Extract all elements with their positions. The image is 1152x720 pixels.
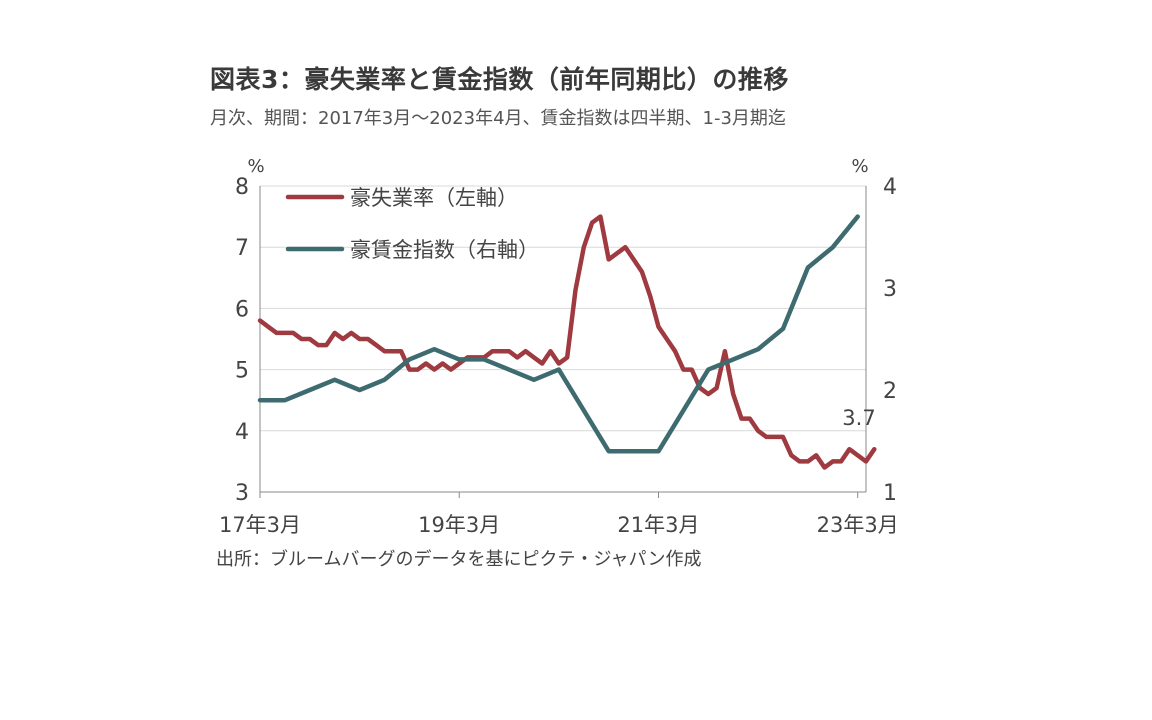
- chart-source: 出所：ブルームバーグのデータを基にピクテ・ジャパン作成: [216, 549, 702, 570]
- x-tick-label: 21年3月: [617, 513, 699, 537]
- gridlines: [260, 185, 866, 432]
- series-lines: [257, 214, 877, 470]
- right-tick-label: 2: [883, 379, 897, 404]
- right-axis-unit: %: [851, 156, 868, 177]
- left-tick-label: 6: [235, 297, 249, 322]
- right-tick-label: 1: [883, 481, 897, 506]
- axes: 3 4 5 6 7 8 1 2 3 4% % 17年3月 19年3月 21年3月 23年3月: [219, 156, 899, 537]
- left-tick-label: 4: [235, 420, 249, 445]
- x-tick-label: 17年3月: [219, 513, 301, 537]
- legend-label-1: 豪失業率（左軸）: [350, 186, 518, 210]
- left-tick-label: 7: [235, 236, 249, 261]
- left-tick-label: 3: [235, 481, 249, 506]
- left-tick-label: 5: [235, 359, 249, 384]
- x-tick-label: 19年3月: [418, 513, 500, 537]
- chart-title: 図表3：豪失業率と賃金指数（前年同期比）の推移: [210, 65, 789, 94]
- left-tick-label: 8: [235, 175, 249, 200]
- labels: 3.7: [842, 406, 875, 430]
- legend-label-2: 豪賃金指数（右軸）: [350, 238, 539, 262]
- chart-subtitle: 月次、期間：2017年3月～2023年4月、賃金指数は四半期、1-3月期迄: [210, 108, 786, 129]
- x-tick-label: 23年3月: [817, 513, 899, 537]
- right-tick-label: 3: [883, 277, 897, 302]
- data-label-last-value: 3.7: [842, 406, 875, 430]
- legend: 豪失業率（左軸） 豪賃金指数（右軸）: [285, 186, 539, 262]
- series-line-1: [257, 214, 877, 470]
- left-axis-unit: %: [247, 156, 264, 177]
- right-tick-label: 4: [883, 175, 897, 200]
- series-line-2: [257, 214, 860, 454]
